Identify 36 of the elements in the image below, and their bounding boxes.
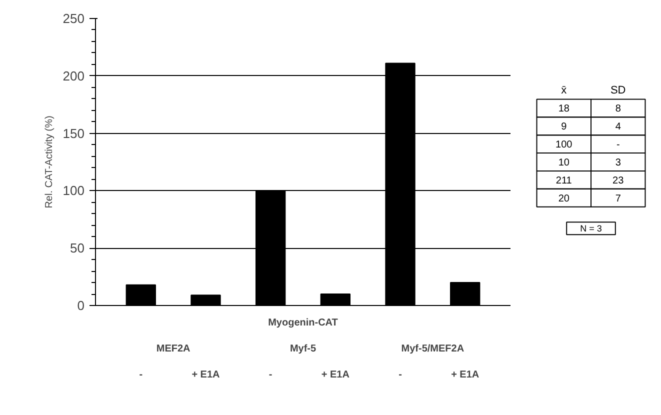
text: - — [616, 140, 620, 151]
text: 8 — [615, 104, 622, 115]
bar — [450, 282, 480, 306]
text: 18 — [558, 104, 570, 115]
text: x̄ — [561, 84, 568, 96]
bar — [190, 294, 221, 306]
x-tick-label: - — [398, 370, 402, 380]
text: Myf-5 — [290, 344, 316, 354]
x-tick-label: + E1A — [192, 370, 220, 380]
text: 9 — [561, 122, 568, 133]
text: 100 — [556, 140, 573, 151]
x-tick-label: + E1A — [321, 370, 350, 380]
text: 20 — [558, 193, 570, 204]
text: 4 — [615, 122, 622, 133]
text: SD — [610, 84, 626, 96]
y-tick-label: 150 — [62, 126, 85, 141]
y-tick-label: 100 — [62, 183, 85, 198]
text: 7 — [615, 193, 622, 204]
bar — [320, 294, 351, 306]
text: 10 — [558, 158, 570, 168]
x-tick-label: - — [139, 370, 143, 380]
y-tick-label: 250 — [62, 11, 85, 26]
text: N = 3 — [580, 223, 602, 234]
y-tick-label: 200 — [62, 68, 85, 84]
bar — [126, 284, 156, 306]
text: Myogenin-CAT — [268, 318, 338, 328]
x-tick-label: - — [268, 370, 272, 380]
y-tick-label: 50 — [70, 240, 85, 256]
text: MEF2A — [156, 344, 190, 354]
text: Myf-5/MEF2A — [401, 344, 464, 354]
text: 23 — [612, 175, 624, 186]
x-tick-label: + E1A — [451, 370, 480, 380]
text: 211 — [556, 175, 572, 186]
y-axis-title: Rel. CAT-Activity (%) — [44, 116, 55, 208]
y-tick-label: 0 — [77, 298, 85, 313]
text: 3 — [615, 158, 622, 168]
